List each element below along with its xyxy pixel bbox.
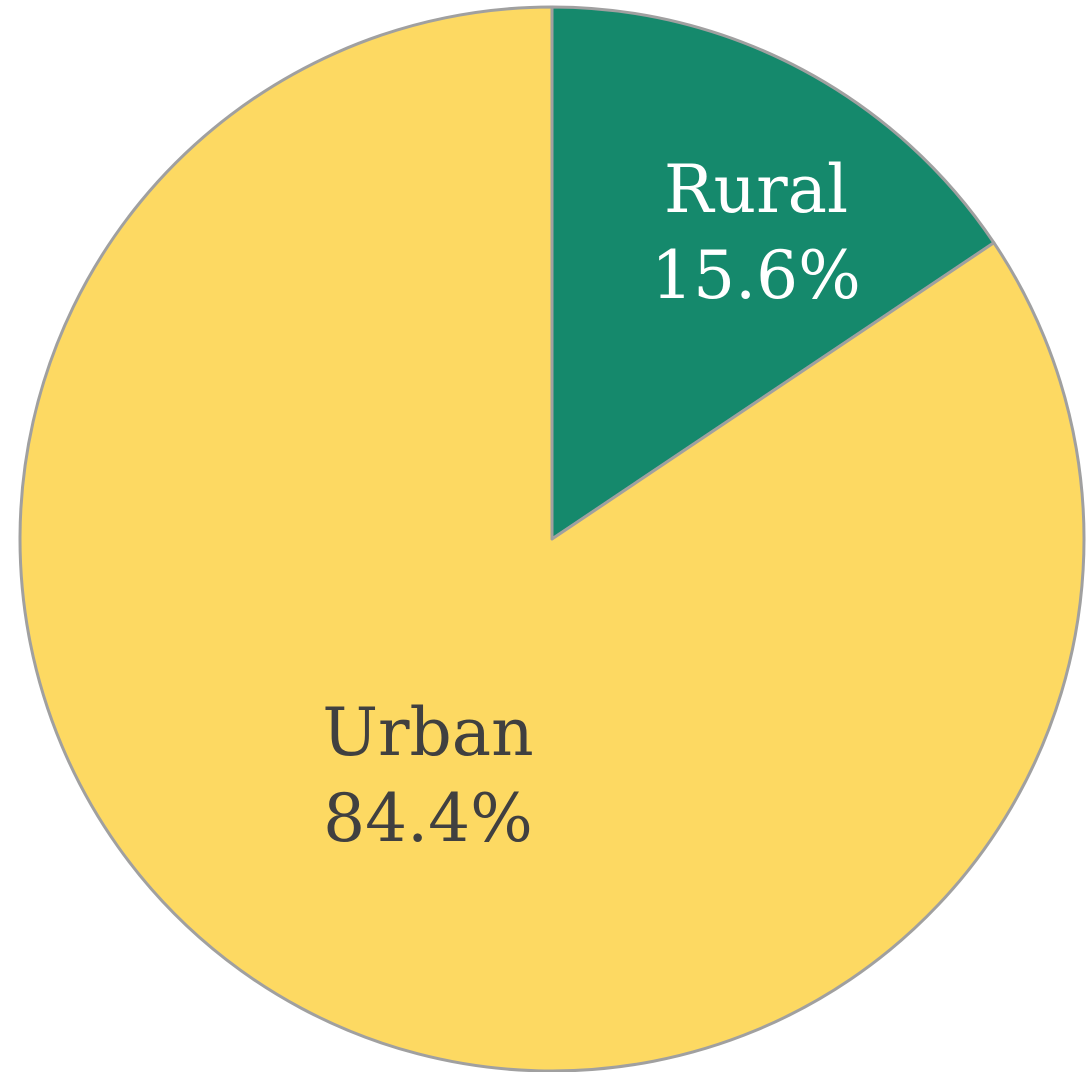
pie-slice-rural [550,5,996,541]
slice-value-label-urban: 84.4% [323,780,533,857]
slice-label-urban: Urban [322,694,533,771]
slice-label-rural: Rural [664,151,848,228]
slice-value-label-rural: 15.6% [651,237,861,314]
pie-slice-urban [18,5,1086,1073]
